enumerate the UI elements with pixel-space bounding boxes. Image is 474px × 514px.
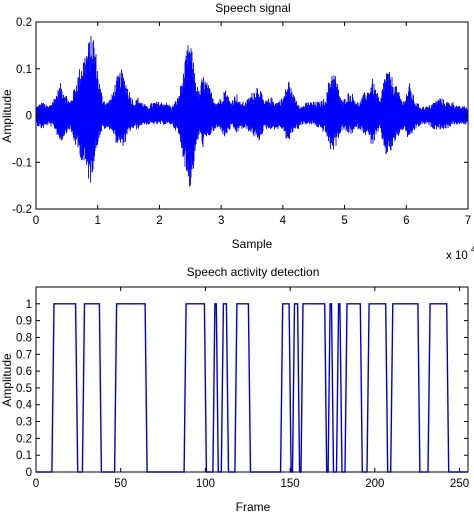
x-multiplier-base: x 10 xyxy=(446,250,468,262)
speech-signal-x-multiplier: x 10 4 xyxy=(446,245,474,262)
speech-activity-chart: Speech activity detection 0 50 100 150 200 25… xyxy=(0,265,469,514)
x-tick-label: 250 xyxy=(450,478,469,490)
x-tick-label: 5 xyxy=(341,215,347,227)
speech-activity-y-label: Amplitude xyxy=(0,353,14,407)
y-tick-label: 0.7 xyxy=(16,349,32,361)
x-tick-label: 0 xyxy=(33,215,39,227)
speech-activity-title: Speech activity detection xyxy=(187,265,320,279)
y-tick-label: 0.6 xyxy=(16,366,32,378)
speech-signal-waveform xyxy=(36,35,468,187)
speech-activity-line xyxy=(36,303,468,473)
x-tick-label: 200 xyxy=(365,478,384,490)
x-tick-label: 1 xyxy=(95,215,101,227)
y-tick-label: 0.1 xyxy=(16,64,32,76)
x-tick-label: 2 xyxy=(156,215,162,227)
y-tick-label: 0.8 xyxy=(16,332,32,344)
y-tick-label: 0 xyxy=(26,111,32,123)
speech-activity-ticks: 0 50 100 150 200 250 1 0.9 0.8 0.7 0.6 0.5 0.4 0.3 0.2… xyxy=(16,287,469,490)
speech-signal-chart: Speech signal 0 1 2 3 4 5 6 7 0.2 0.1 0 -0.1 -0.2 Sa… xyxy=(0,1,474,262)
x-tick-label: 100 xyxy=(196,478,215,490)
speech-activity-trace xyxy=(36,303,468,473)
speech-activity-plot-area xyxy=(35,286,469,473)
x-tick-label: 6 xyxy=(403,215,409,227)
speech-signal-x-label: Sample xyxy=(232,237,273,251)
x-tick-label: 0 xyxy=(33,478,39,490)
speech-signal-title: Speech signal xyxy=(215,1,290,15)
y-tick-label: 0.4 xyxy=(16,400,33,412)
speech-activity-x-label: Frame xyxy=(236,500,271,514)
x-tick-label: 150 xyxy=(281,478,300,490)
x-tick-label: 50 xyxy=(114,478,127,490)
speech-signal-y-label: Amplitude xyxy=(0,89,14,143)
y-tick-label: -0.2 xyxy=(12,204,32,216)
y-tick-label: -0.1 xyxy=(12,157,32,169)
y-tick-label: 0 xyxy=(26,467,32,479)
y-tick-label: 0.2 xyxy=(16,17,32,29)
y-tick-label: 0.1 xyxy=(16,450,32,462)
x-multiplier-exponent: 4 xyxy=(471,245,474,254)
y-tick-label: 0.9 xyxy=(16,316,32,328)
x-tick-label: 3 xyxy=(218,215,224,227)
y-tick-label: 0.5 xyxy=(16,383,32,395)
speech-signal-ticks: 0 1 2 3 4 5 6 7 0.2 0.1 0 -0.1 -0.2 xyxy=(12,17,471,227)
y-tick-label: 0.2 xyxy=(16,433,32,445)
x-tick-label: 7 xyxy=(465,215,471,227)
y-tick-label: 1 xyxy=(26,299,32,311)
x-tick-label: 4 xyxy=(280,215,287,227)
y-tick-label: 0.3 xyxy=(16,417,32,429)
